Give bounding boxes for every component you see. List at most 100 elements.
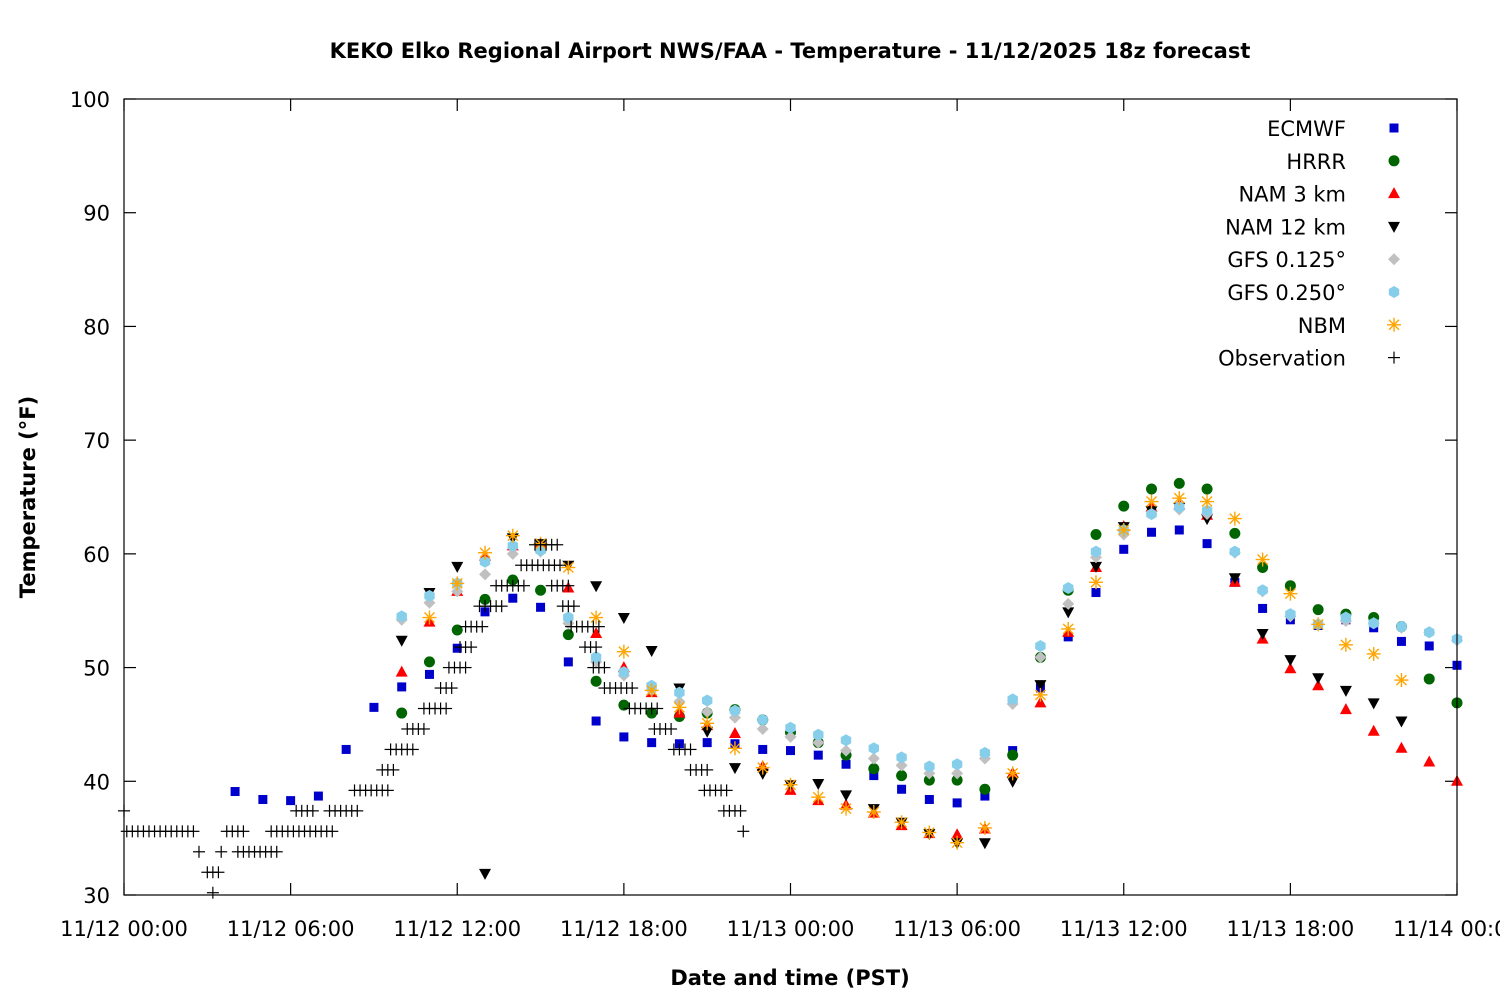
legend-marker-observation	[1388, 351, 1400, 364]
data-point	[1174, 525, 1184, 535]
legend-marker-hrrr	[1388, 155, 1400, 167]
data-point	[952, 798, 962, 808]
data-point	[424, 669, 434, 679]
data-point	[727, 741, 742, 756]
data-point	[237, 825, 250, 838]
data-point	[1116, 522, 1131, 537]
data-point	[1312, 673, 1325, 685]
x-tick-label: 11/12 18:00	[560, 917, 688, 941]
data-point	[626, 682, 639, 695]
data-point	[701, 763, 714, 776]
data-point	[495, 600, 508, 613]
data-point	[406, 743, 419, 756]
data-point	[1173, 477, 1185, 489]
data-point	[1257, 562, 1269, 574]
data-point	[1034, 680, 1047, 692]
data-point	[811, 790, 826, 805]
legend-label: NBM	[1298, 314, 1346, 338]
data-point	[536, 602, 546, 612]
data-point	[465, 641, 478, 654]
data-point	[1201, 504, 1213, 517]
y-axis-label: Temperature (°F)	[16, 396, 40, 598]
data-point	[508, 593, 518, 603]
data-point	[459, 661, 472, 674]
data-point	[1201, 483, 1213, 495]
data-point	[395, 665, 408, 677]
legend-marker-gfs-0-125	[1388, 253, 1400, 266]
data-point	[451, 585, 464, 598]
data-point	[868, 763, 880, 775]
x-tick-label: 11/13 18:00	[1227, 917, 1355, 941]
data-point	[1033, 687, 1048, 702]
data-point	[1063, 632, 1073, 642]
data-point	[924, 760, 935, 773]
data-point	[645, 646, 658, 658]
data-point	[840, 744, 853, 757]
data-point	[1424, 626, 1435, 639]
data-point	[1338, 637, 1353, 652]
data-point	[784, 730, 797, 743]
data-point	[756, 722, 769, 735]
data-point	[1228, 573, 1241, 585]
data-point	[896, 751, 907, 764]
data-point	[783, 777, 798, 792]
data-point	[451, 624, 463, 636]
data-point	[1174, 501, 1185, 514]
data-point	[1229, 545, 1240, 558]
data-point	[1367, 724, 1380, 736]
data-point	[369, 702, 379, 712]
data-point	[980, 791, 990, 801]
data-point	[737, 825, 750, 838]
data-point	[840, 734, 852, 747]
data-point	[554, 559, 567, 572]
data-point	[839, 801, 854, 816]
data-point	[551, 538, 564, 551]
legend-marker-gfs-0-250	[1388, 286, 1400, 298]
data-point	[619, 732, 629, 742]
data-point	[562, 579, 575, 592]
plot-frame	[123, 98, 1458, 896]
legend-label: HRRR	[1286, 150, 1346, 174]
data-point	[1007, 749, 1019, 761]
data-point	[665, 722, 678, 735]
data-point	[1090, 545, 1102, 558]
data-point	[674, 686, 685, 699]
data-point	[1007, 693, 1018, 706]
data-point	[729, 704, 741, 717]
data-point	[215, 845, 228, 858]
data-point	[396, 610, 407, 623]
data-point	[951, 774, 963, 786]
data-point	[702, 738, 712, 748]
data-point	[684, 743, 697, 756]
data-point	[1284, 580, 1296, 592]
data-point	[590, 651, 602, 664]
x-tick-label: 11/13 06:00	[893, 917, 1021, 941]
x-axis-label: Date and time (PST)	[670, 966, 909, 990]
legend-marker-nbm	[1387, 317, 1401, 332]
data-point	[618, 666, 630, 679]
data-point	[1172, 491, 1187, 506]
data-point	[351, 804, 364, 817]
data-point	[897, 784, 907, 794]
data-point	[950, 835, 965, 850]
legend-label: Observation	[1218, 347, 1346, 371]
data-point	[535, 584, 547, 596]
data-point	[396, 707, 408, 719]
data-point	[1340, 611, 1352, 624]
data-point	[445, 682, 458, 695]
data-point	[728, 763, 741, 775]
data-point	[422, 610, 437, 625]
data-point	[785, 721, 796, 734]
series-nbm	[422, 491, 1409, 850]
data-point	[1283, 586, 1298, 601]
y-tick-label: 50	[83, 657, 110, 681]
data-point	[812, 736, 825, 749]
data-point	[841, 759, 851, 769]
data-point	[326, 825, 339, 838]
data-point	[567, 600, 580, 613]
legend-marker-nam-3-km	[1388, 187, 1400, 199]
data-point	[1118, 500, 1130, 512]
data-point	[479, 593, 491, 605]
data-point	[1284, 655, 1297, 667]
data-point	[451, 561, 464, 573]
